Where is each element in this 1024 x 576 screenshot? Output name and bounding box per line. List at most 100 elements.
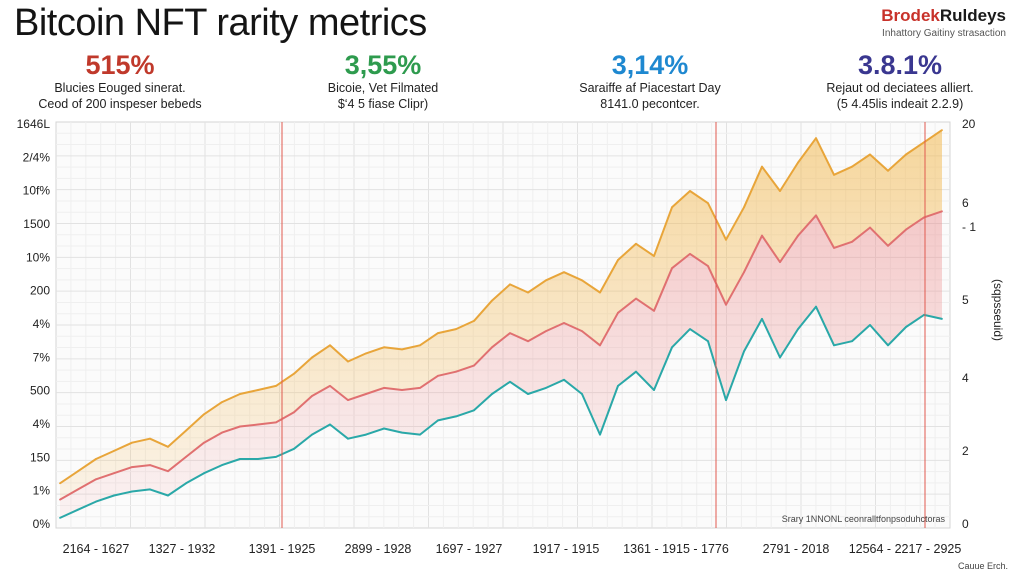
data-point-orange bbox=[95, 458, 97, 460]
data-point-teal bbox=[653, 389, 655, 391]
data-point-orange bbox=[653, 255, 655, 257]
data-point-teal bbox=[113, 494, 115, 497]
data-point-orange bbox=[779, 190, 781, 192]
metric-value: 3,14% bbox=[611, 50, 689, 80]
data-point-teal bbox=[779, 356, 781, 359]
data-point-red bbox=[707, 265, 709, 267]
data-point-orange bbox=[689, 190, 691, 192]
vertical-markers bbox=[281, 122, 926, 528]
series-area-red bbox=[60, 211, 942, 518]
data-point-orange bbox=[545, 279, 547, 282]
data-point-red bbox=[833, 247, 835, 249]
data-point-orange bbox=[671, 206, 673, 209]
data-point-orange bbox=[905, 153, 907, 156]
data-point-teal bbox=[923, 314, 925, 316]
data-point-teal bbox=[257, 458, 259, 460]
y-left-tick-label: 10% bbox=[26, 250, 50, 264]
y-right-tick-label: 20 bbox=[962, 117, 976, 131]
metric-desc-line2: 8141.0 pecontcer. bbox=[600, 97, 700, 111]
x-tick-label: 1361 - 1915 - 1776 bbox=[623, 542, 729, 556]
data-point-teal bbox=[905, 326, 907, 328]
data-point-orange bbox=[473, 320, 475, 322]
y-left-tick-label: 4% bbox=[33, 417, 51, 431]
data-point-red bbox=[617, 311, 619, 314]
y-left-tick-label: 200 bbox=[30, 284, 50, 298]
data-point-orange bbox=[923, 141, 925, 144]
data-point-red bbox=[329, 385, 331, 387]
data-point-red bbox=[455, 370, 457, 373]
data-point-teal bbox=[329, 423, 331, 426]
series-line-teal bbox=[59, 305, 943, 519]
data-point-teal bbox=[491, 393, 493, 395]
data-point-orange bbox=[437, 332, 439, 334]
data-point-teal bbox=[77, 508, 79, 511]
data-point-orange bbox=[509, 283, 511, 286]
data-point-red bbox=[437, 374, 439, 377]
data-point-red bbox=[599, 344, 601, 347]
data-point-red bbox=[905, 228, 907, 231]
data-point-teal bbox=[833, 344, 835, 347]
data-point-teal bbox=[365, 433, 367, 436]
metric-card-1: 515% Blucies Eouged sinerat. Ceod of 200… bbox=[30, 50, 210, 112]
data-point-orange bbox=[815, 137, 817, 140]
x-tick-label: 2164 - 1627 bbox=[63, 542, 130, 556]
data-point-red bbox=[473, 364, 475, 367]
data-point-teal bbox=[95, 500, 97, 503]
data-point-red bbox=[887, 244, 889, 247]
data-point-orange bbox=[275, 385, 277, 387]
data-point-red bbox=[563, 322, 565, 324]
data-point-teal bbox=[167, 494, 169, 497]
y-left-tick-label: 4% bbox=[33, 317, 51, 331]
data-point-red bbox=[59, 498, 61, 501]
y-right-tick-label: 5 bbox=[962, 293, 969, 307]
data-point-red bbox=[419, 387, 421, 389]
data-point-red bbox=[923, 216, 925, 219]
data-point-red bbox=[689, 253, 691, 255]
series-line-red bbox=[59, 210, 943, 501]
x-tick-label: 2899 - 1928 bbox=[345, 542, 412, 556]
data-point-orange bbox=[113, 450, 115, 452]
data-point-red bbox=[509, 332, 511, 334]
data-point-orange bbox=[491, 299, 493, 302]
data-point-orange bbox=[293, 372, 295, 375]
data-point-teal bbox=[59, 517, 61, 519]
data-point-red bbox=[725, 303, 727, 306]
data-point-teal bbox=[689, 328, 691, 330]
y-right-tick-label: - 1 bbox=[962, 220, 976, 234]
data-point-red bbox=[869, 226, 871, 229]
data-point-teal bbox=[815, 305, 817, 308]
x-tick-label: 1391 - 1925 bbox=[249, 542, 316, 556]
data-point-teal bbox=[293, 447, 295, 450]
chart-title: Bitcoin NFT rarity metrics bbox=[14, 2, 427, 44]
data-point-orange bbox=[149, 437, 151, 440]
metric-value: 515% bbox=[85, 50, 155, 80]
data-point-red bbox=[545, 330, 547, 332]
y-left-tick-label: 150 bbox=[30, 450, 50, 464]
footnote-right: Cauue Erch. bbox=[958, 561, 1008, 571]
data-point-teal bbox=[725, 399, 727, 401]
data-point-orange bbox=[257, 389, 259, 391]
data-point-teal bbox=[347, 437, 349, 440]
data-point-red bbox=[347, 399, 349, 401]
data-point-teal bbox=[869, 324, 871, 326]
data-point-orange bbox=[455, 328, 457, 330]
data-point-teal bbox=[473, 409, 475, 412]
data-point-red bbox=[167, 470, 169, 473]
data-point-red bbox=[221, 431, 223, 434]
data-point-teal bbox=[275, 456, 277, 458]
metric-card-2: 3,55% Bicoie, Vet Filmated $‘4 5 fiase C… bbox=[293, 50, 473, 112]
x-tick-label: 1917 - 1915 bbox=[533, 542, 600, 556]
data-point-orange bbox=[167, 445, 169, 448]
data-point-red bbox=[95, 478, 97, 481]
data-point-red bbox=[275, 421, 277, 424]
data-point-orange bbox=[707, 202, 709, 205]
data-point-red bbox=[671, 267, 673, 270]
y-left-tick-label: 1% bbox=[33, 484, 51, 498]
x-axis: 2164 - 1627 1327 - 1932 1391 - 1925 2899 - … bbox=[63, 542, 962, 556]
data-point-teal bbox=[455, 415, 457, 418]
y-left-tick-label: 500 bbox=[30, 384, 50, 398]
data-point-orange bbox=[527, 291, 529, 294]
data-point-teal bbox=[545, 387, 547, 389]
data-point-teal bbox=[887, 344, 889, 347]
